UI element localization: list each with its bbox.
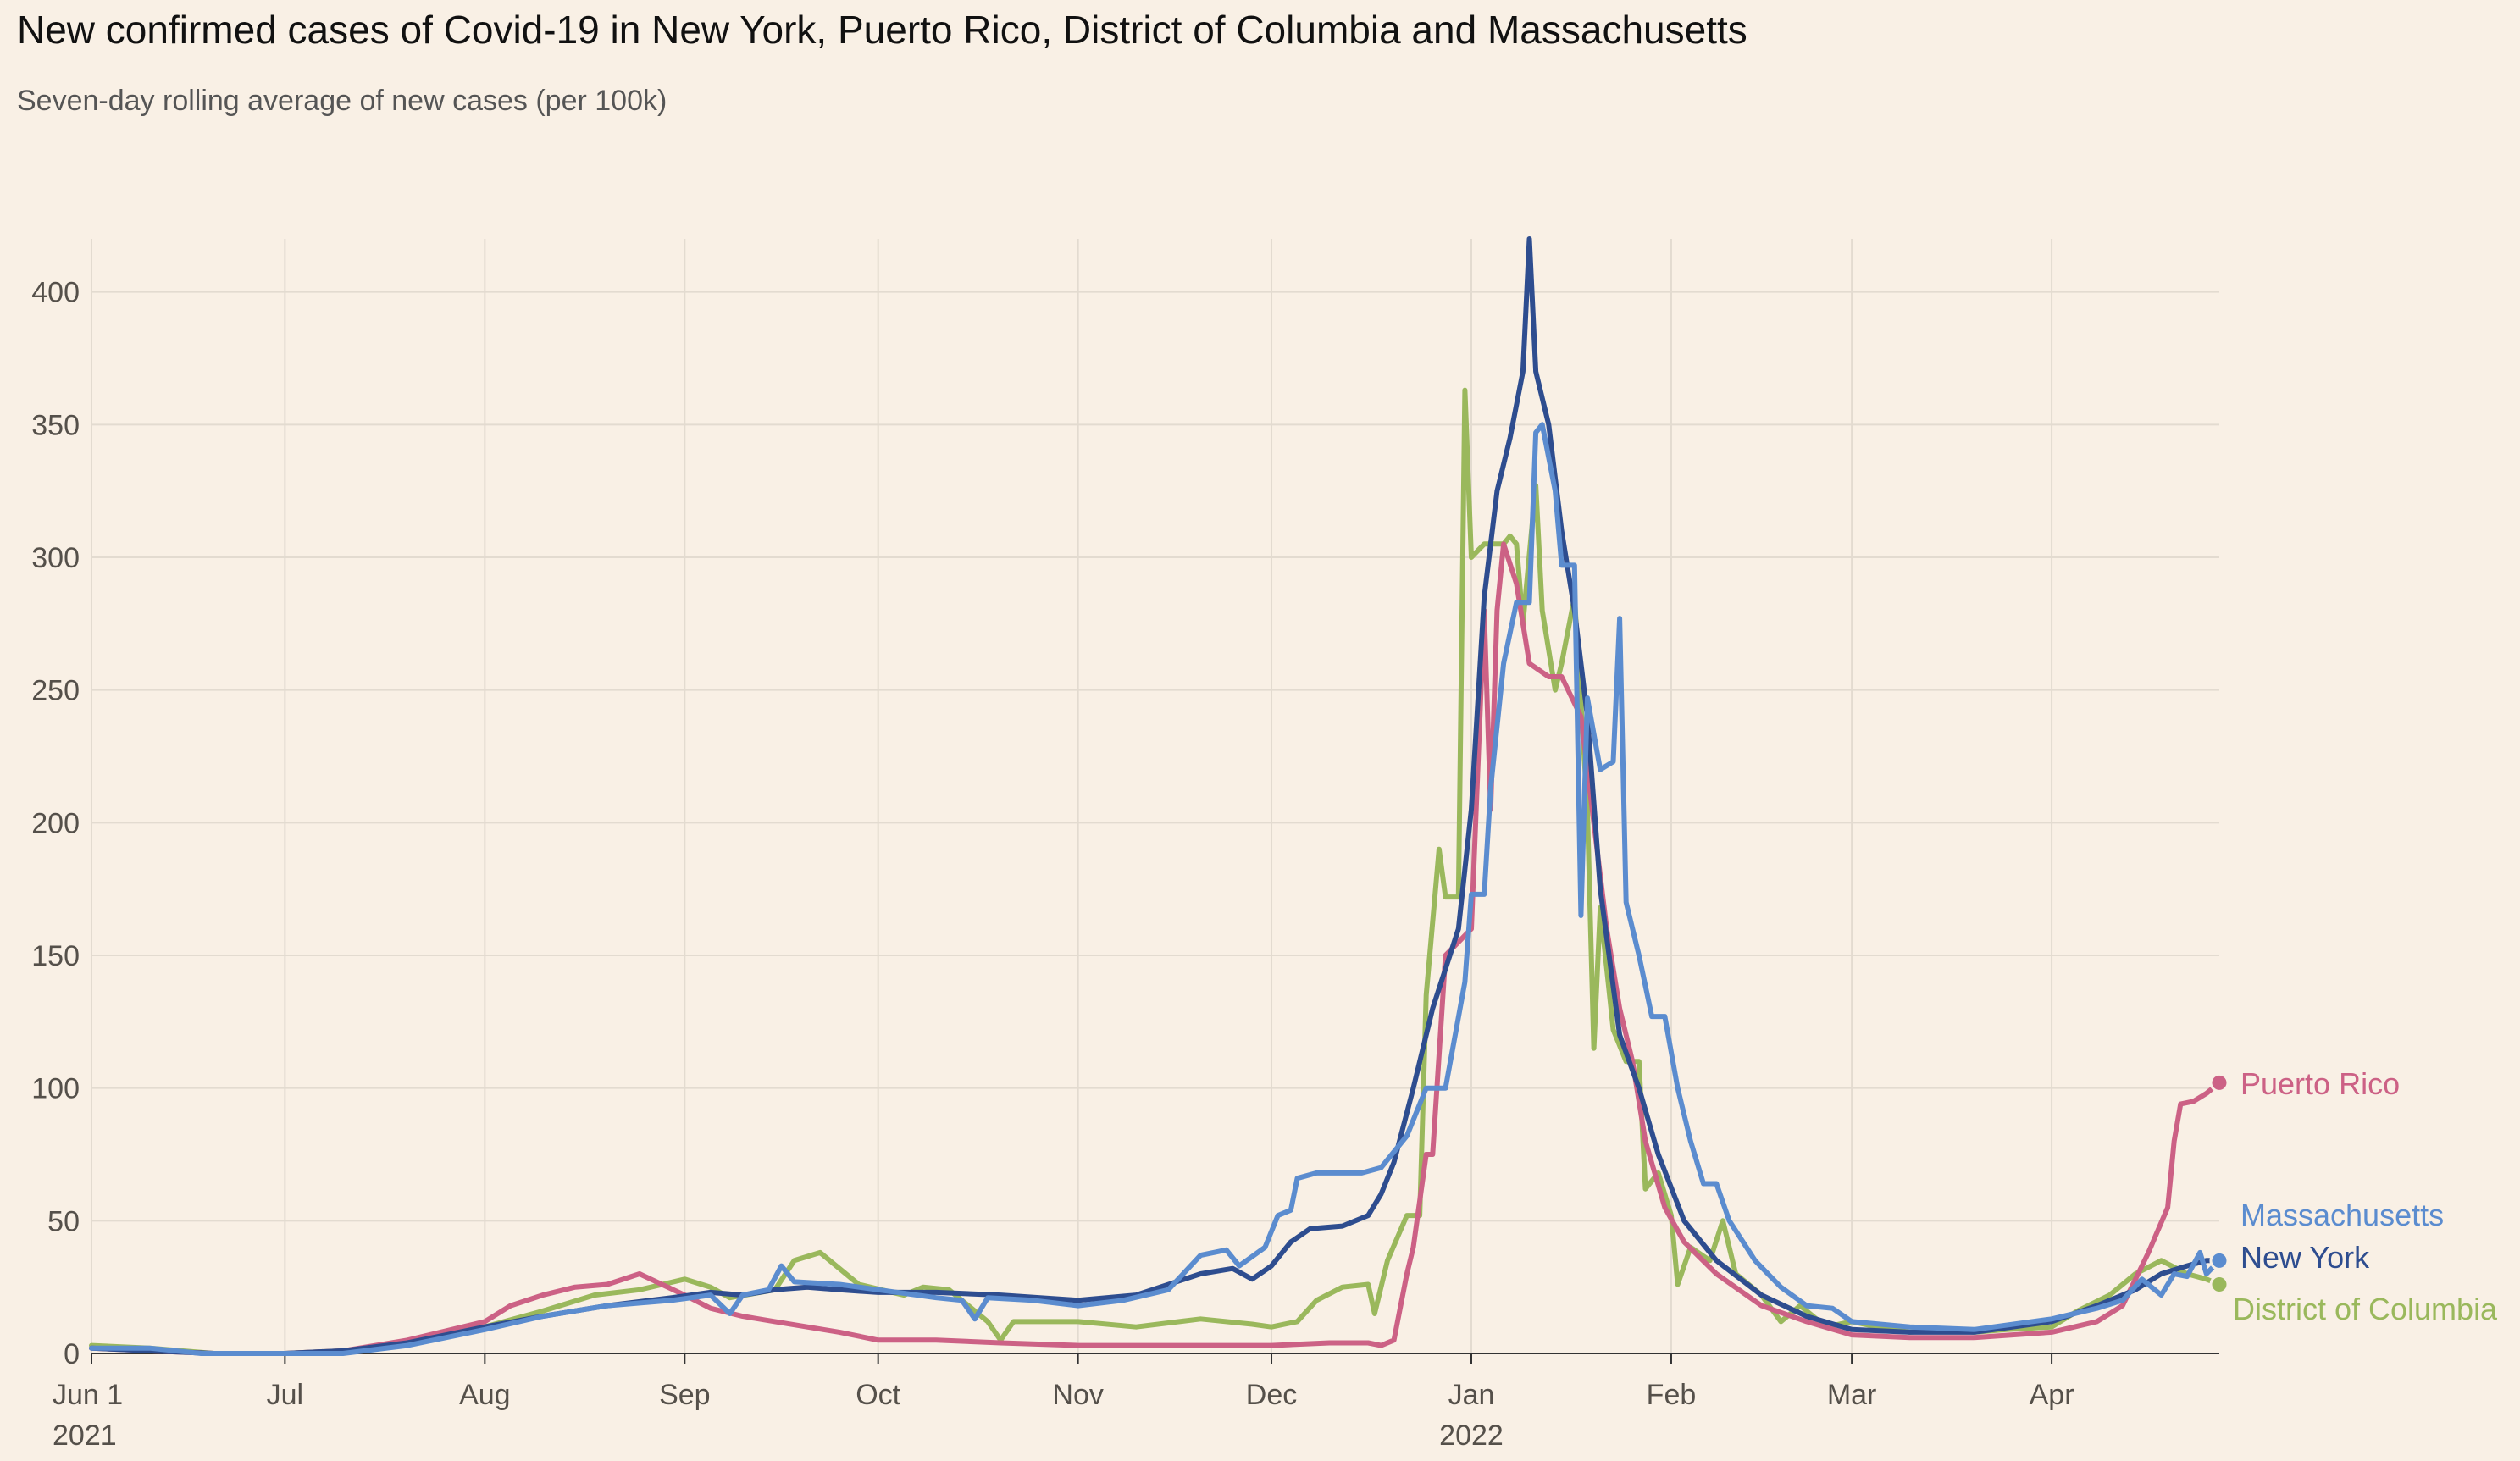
y-tick-label: 200 xyxy=(31,807,80,839)
x-tick-label: Nov xyxy=(1052,1379,1103,1411)
x-tick-label: Jul xyxy=(267,1379,303,1411)
end-label-puerto-rico: Puerto Rico xyxy=(2240,1066,2400,1101)
x-tick-label: Oct xyxy=(856,1379,900,1411)
y-tick-label: 150 xyxy=(31,940,80,972)
end-label-massachusetts: Massachusetts xyxy=(2240,1198,2444,1232)
end-label-new-york: New York xyxy=(2240,1240,2370,1275)
x-tick-label: Jan xyxy=(1448,1379,1495,1411)
series-line-district-of-columbia xyxy=(89,387,2222,1356)
end-marker-district-of-columbia xyxy=(2209,1275,2229,1295)
x-tick-sublabel: 2022 xyxy=(1439,1419,1504,1452)
end-label-district-of-columbia: District of Columbia xyxy=(2233,1292,2498,1326)
chart-subtitle: Seven-day rolling average of new cases (… xyxy=(17,85,667,117)
series-line-massachusetts xyxy=(89,422,2222,1356)
y-tick-label: 250 xyxy=(31,675,80,707)
series-line-new-york xyxy=(89,236,2222,1356)
y-tick-label: 0 xyxy=(64,1338,80,1370)
x-tick-label: Jun 1 xyxy=(53,1379,123,1411)
x-tick-label: Dec xyxy=(1246,1379,1297,1411)
x-tick-label: Mar xyxy=(1827,1379,1877,1411)
y-tick-label: 100 xyxy=(31,1073,80,1105)
x-tick-label: Sep xyxy=(659,1379,711,1411)
y-tick-label: 400 xyxy=(31,277,80,309)
x-tick-label: Feb xyxy=(1647,1379,1697,1411)
x-tick-label: Apr xyxy=(2030,1379,2074,1411)
x-tick-label: Aug xyxy=(459,1379,511,1411)
end-marker-massachusetts xyxy=(2209,1250,2229,1270)
series-line-puerto-rico xyxy=(89,541,2222,1356)
x-tick-sublabel: 2021 xyxy=(53,1419,117,1452)
y-tick-label: 50 xyxy=(47,1205,80,1237)
y-tick-label: 300 xyxy=(31,542,80,574)
y-tick-label: 350 xyxy=(31,409,80,441)
chart-title: New confirmed cases of Covid-19 in New Y… xyxy=(17,8,1747,52)
end-marker-puerto-rico xyxy=(2209,1072,2229,1093)
